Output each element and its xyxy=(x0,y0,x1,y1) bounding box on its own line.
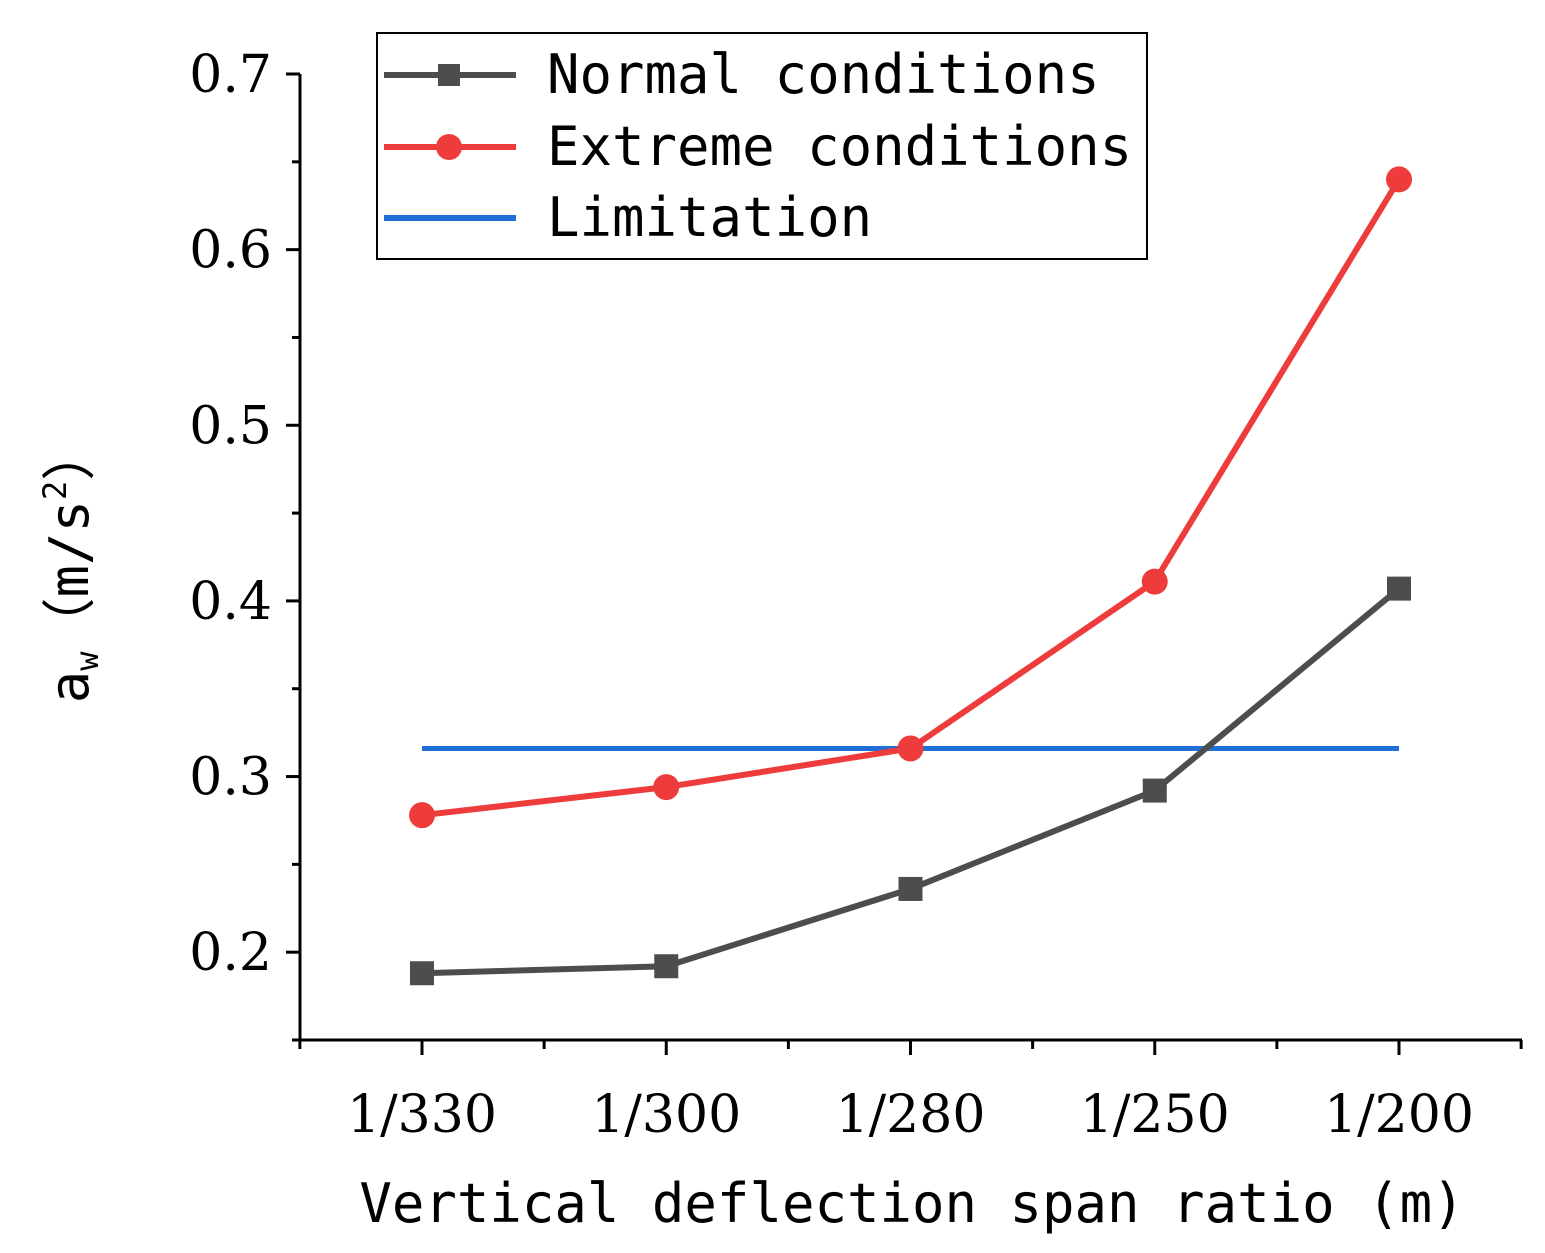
data-point-circle xyxy=(653,774,680,801)
x-tick-label: 1/250 xyxy=(1080,1085,1230,1145)
legend-label: Normal conditions xyxy=(547,43,1100,106)
data-point-square xyxy=(410,961,434,986)
y-axis-title-sup: 2 xyxy=(36,481,74,500)
y-tick-label: 0.2 xyxy=(189,923,272,983)
legend-item: Normal conditions xyxy=(384,43,1100,106)
series-line xyxy=(421,177,1402,819)
data-point-circle xyxy=(409,802,435,829)
y-axis-title-main: a xyxy=(38,671,101,704)
data-point-square xyxy=(898,876,923,901)
y-axis-title-close: ） xyxy=(38,427,101,481)
series-extreme-conditions xyxy=(409,166,1412,829)
series-normal-conditions xyxy=(410,576,1411,986)
y-tick-label: 0.3 xyxy=(189,748,272,808)
y-ticks: 0.2 0.3 0.4 0.5 0.6 0.7 xyxy=(189,45,300,1042)
legend-marker-square xyxy=(438,64,460,86)
data-point-square xyxy=(1142,778,1167,803)
x-tick-label: 1/200 xyxy=(1324,1085,1474,1145)
y-tick-label: 0.5 xyxy=(189,396,272,456)
y-tick-label: 0.6 xyxy=(189,221,272,281)
x-tick-label: 1/280 xyxy=(836,1085,986,1145)
legend-label: Limitation xyxy=(547,186,872,249)
y-tick-label: 0.7 xyxy=(189,45,272,105)
legend-item: Extreme conditions xyxy=(384,115,1132,178)
x-axis-title: Vertical deflection span ratio (m) xyxy=(359,1172,1464,1235)
legend-item: Limitation xyxy=(384,186,872,249)
legend-label: Extreme conditions xyxy=(547,115,1132,178)
svg-text:aw（m/s2）: aw（m/s2） xyxy=(36,427,106,704)
x-tick-label: 1/300 xyxy=(591,1085,741,1145)
legend: Normal conditions Extreme conditions Limit… xyxy=(376,32,1148,260)
data-point-square xyxy=(1387,576,1411,601)
x-ticks: 1/330 1/300 1/280 1/250 1/200 xyxy=(298,1040,1523,1145)
series-line xyxy=(421,586,1401,977)
y-axis-title: aw（m/s2） xyxy=(36,427,106,704)
y-axis-title-unit: （m/s xyxy=(38,500,101,652)
data-point-circle xyxy=(897,735,924,762)
data-point-circle xyxy=(1141,568,1168,595)
series-layer xyxy=(409,166,1412,986)
x-tick-label: 1/330 xyxy=(347,1085,497,1145)
y-tick-label: 0.4 xyxy=(189,572,272,632)
y-axis-title-sub: w xyxy=(68,651,106,671)
data-point-square xyxy=(654,954,679,979)
legend-marker-circle xyxy=(436,134,462,160)
data-point-circle xyxy=(1386,166,1412,193)
